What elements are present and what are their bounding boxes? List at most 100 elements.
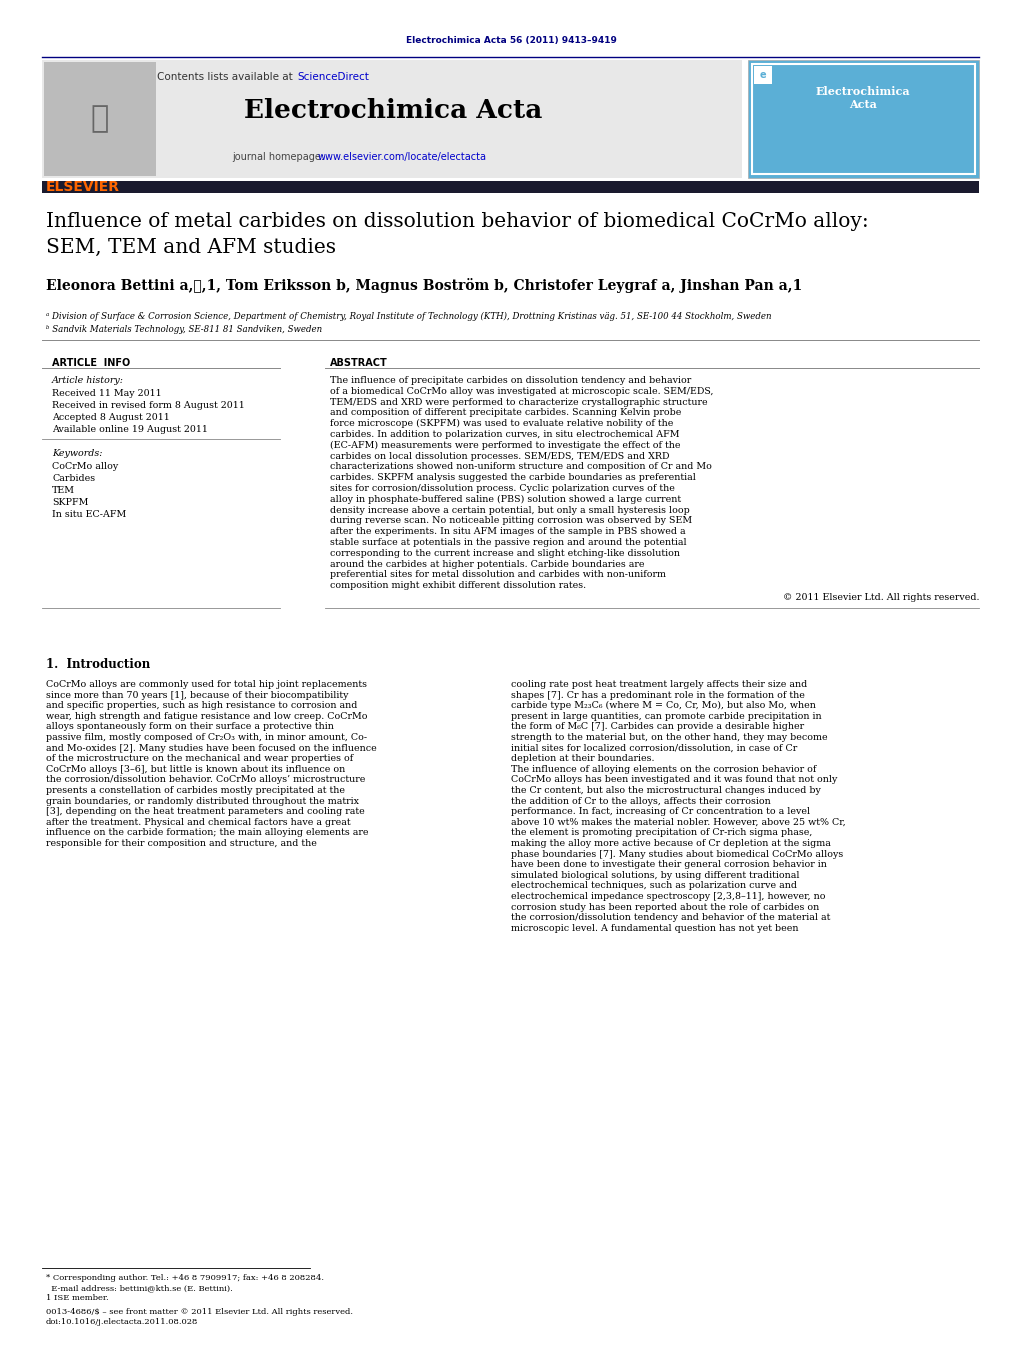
- Text: grain boundaries, or randomly distributed throughout the matrix: grain boundaries, or randomly distribute…: [46, 797, 359, 805]
- Bar: [42, 181, 979, 193]
- Text: carbides. In addition to polarization curves, in situ electrochemical AFM: carbides. In addition to polarization cu…: [330, 430, 680, 439]
- Text: making the alloy more active because of Cr depletion at the sigma: making the alloy more active because of …: [510, 839, 831, 848]
- Text: depletion at their boundaries.: depletion at their boundaries.: [510, 754, 654, 763]
- Text: CoCrMo alloy: CoCrMo alloy: [52, 462, 118, 471]
- Text: present in large quantities, can promote carbide precipitation in: present in large quantities, can promote…: [510, 712, 822, 721]
- Text: The influence of alloying elements on the corrosion behavior of: The influence of alloying elements on th…: [510, 765, 817, 774]
- Text: www.elsevier.com/locate/electacta: www.elsevier.com/locate/electacta: [318, 153, 487, 162]
- Text: Keywords:: Keywords:: [52, 449, 102, 458]
- Text: the corrosion/dissolution behavior. CoCrMo alloys’ microstructure: the corrosion/dissolution behavior. CoCr…: [46, 775, 366, 785]
- Text: electrochemical impedance spectroscopy [2,3,8–11], however, no: electrochemical impedance spectroscopy […: [510, 892, 826, 901]
- Text: CoCrMo alloys are commonly used for total hip joint replacements: CoCrMo alloys are commonly used for tota…: [46, 680, 367, 689]
- Text: carbide type M₂₃C₆ (where M = Co, Cr, Mo), but also Mo, when: carbide type M₂₃C₆ (where M = Co, Cr, Mo…: [510, 701, 816, 711]
- Text: ᵃ Division of Surface & Corrosion Science, Department of Chemistry, Royal Instit: ᵃ Division of Surface & Corrosion Scienc…: [46, 312, 772, 322]
- Bar: [44, 62, 156, 176]
- Text: influence on the carbide formation; the main alloying elements are: influence on the carbide formation; the …: [46, 828, 369, 838]
- Text: Contents lists available at: Contents lists available at: [157, 72, 296, 82]
- Text: and composition of different precipitate carbides. Scanning Kelvin probe: and composition of different precipitate…: [330, 408, 681, 417]
- Text: Received 11 May 2011: Received 11 May 2011: [52, 389, 161, 399]
- Text: ARTICLE  INFO: ARTICLE INFO: [52, 358, 131, 367]
- Text: simulated biological solutions, by using different traditional: simulated biological solutions, by using…: [510, 871, 799, 880]
- Text: corresponding to the current increase and slight etching-like dissolution: corresponding to the current increase an…: [330, 549, 680, 558]
- Bar: [748, 59, 979, 178]
- Text: responsible for their composition and structure, and the: responsible for their composition and st…: [46, 839, 317, 848]
- Text: E-mail address: bettini@kth.se (E. Bettini).: E-mail address: bettini@kth.se (E. Betti…: [46, 1283, 233, 1292]
- Text: of the microstructure on the mechanical and wear properties of: of the microstructure on the mechanical …: [46, 754, 353, 763]
- Text: Article history:: Article history:: [52, 376, 124, 385]
- Text: CoCrMo alloys has been investigated and it was found that not only: CoCrMo alloys has been investigated and …: [510, 775, 837, 785]
- Text: initial sites for localized corrosion/dissolution, in case of Cr: initial sites for localized corrosion/di…: [510, 743, 797, 753]
- Text: wear, high strength and fatigue resistance and low creep. CoCrMo: wear, high strength and fatigue resistan…: [46, 712, 368, 721]
- Text: Eleonora Bettini a,⋆,1, Tom Eriksson b, Magnus Boström b, Christofer Leygraf a, : Eleonora Bettini a,⋆,1, Tom Eriksson b, …: [46, 278, 803, 293]
- Text: (EC-AFM) measurements were performed to investigate the effect of the: (EC-AFM) measurements were performed to …: [330, 440, 681, 450]
- Text: corrosion study has been reported about the role of carbides on: corrosion study has been reported about …: [510, 902, 819, 912]
- Text: presents a constellation of carbides mostly precipitated at the: presents a constellation of carbides mos…: [46, 786, 345, 794]
- Text: the Cr content, but also the microstructural changes induced by: the Cr content, but also the microstruct…: [510, 786, 821, 794]
- Text: Electrochimica
Acta: Electrochimica Acta: [816, 85, 911, 111]
- Text: performance. In fact, increasing of Cr concentration to a level: performance. In fact, increasing of Cr c…: [510, 807, 810, 816]
- Text: and specific properties, such as high resistance to corrosion and: and specific properties, such as high re…: [46, 701, 357, 711]
- Text: Accepted 8 August 2011: Accepted 8 August 2011: [52, 413, 169, 422]
- Bar: [752, 63, 975, 174]
- Text: Influence of metal carbides on dissolution behavior of biomedical CoCrMo alloy:: Influence of metal carbides on dissoluti…: [46, 212, 869, 231]
- Text: SEM, TEM and AFM studies: SEM, TEM and AFM studies: [46, 238, 336, 257]
- Text: ELSEVIER: ELSEVIER: [46, 180, 120, 195]
- Text: Carbides: Carbides: [52, 474, 95, 484]
- Text: 1.  Introduction: 1. Introduction: [46, 658, 150, 671]
- Text: the element is promoting precipitation of Cr-rich sigma phase,: the element is promoting precipitation o…: [510, 828, 813, 838]
- Text: carbides on local dissolution processes. SEM/EDS, TEM/EDS and XRD: carbides on local dissolution processes.…: [330, 451, 670, 461]
- Text: characterizations showed non-uniform structure and composition of Cr and Mo: characterizations showed non-uniform str…: [330, 462, 712, 471]
- Text: microscopic level. A fundamental question has not yet been: microscopic level. A fundamental questio…: [510, 924, 798, 932]
- Text: TEM/EDS and XRD were performed to characterize crystallographic structure: TEM/EDS and XRD were performed to charac…: [330, 397, 708, 407]
- Text: the addition of Cr to the alloys, affects their corrosion: the addition of Cr to the alloys, affect…: [510, 797, 771, 805]
- Text: the corrosion/dissolution tendency and behavior of the material at: the corrosion/dissolution tendency and b…: [510, 913, 830, 923]
- Text: ᵇ Sandvik Materials Technology, SE-811 81 Sandviken, Sweden: ᵇ Sandvik Materials Technology, SE-811 8…: [46, 326, 322, 334]
- Text: * Corresponding author. Tel.: +46 8 7909917; fax: +46 8 208284.: * Corresponding author. Tel.: +46 8 7909…: [46, 1274, 324, 1282]
- Text: during reverse scan. No noticeable pitting corrosion was observed by SEM: during reverse scan. No noticeable pitti…: [330, 516, 692, 526]
- Text: The influence of precipitate carbides on dissolution tendency and behavior: The influence of precipitate carbides on…: [330, 376, 691, 385]
- Text: 1 ISE member.: 1 ISE member.: [46, 1294, 108, 1302]
- Text: shapes [7]. Cr has a predominant role in the formation of the: shapes [7]. Cr has a predominant role in…: [510, 690, 805, 700]
- Text: phase boundaries [7]. Many studies about biomedical CoCrMo alloys: phase boundaries [7]. Many studies about…: [510, 850, 843, 859]
- Text: density increase above a certain potential, but only a small hysteresis loop: density increase above a certain potenti…: [330, 505, 690, 515]
- Text: doi:10.1016/j.electacta.2011.08.028: doi:10.1016/j.electacta.2011.08.028: [46, 1319, 198, 1325]
- Text: stable surface at potentials in the passive region and around the potential: stable surface at potentials in the pass…: [330, 538, 687, 547]
- Text: and Mo-oxides [2]. Many studies have been focused on the influence: and Mo-oxides [2]. Many studies have bee…: [46, 743, 377, 753]
- Text: alloys spontaneously form on their surface a protective thin: alloys spontaneously form on their surfa…: [46, 723, 334, 731]
- Bar: [42, 59, 742, 178]
- Text: sites for corrosion/dissolution process. Cyclic polarization curves of the: sites for corrosion/dissolution process.…: [330, 484, 675, 493]
- Text: Electrochimica Acta: Electrochimica Acta: [244, 99, 542, 123]
- Text: electrochemical techniques, such as polarization curve and: electrochemical techniques, such as pola…: [510, 881, 797, 890]
- Text: Electrochimica Acta 56 (2011) 9413–9419: Electrochimica Acta 56 (2011) 9413–9419: [405, 36, 617, 45]
- Text: preferential sites for metal dissolution and carbides with non-uniform: preferential sites for metal dissolution…: [330, 570, 666, 580]
- Text: ABSTRACT: ABSTRACT: [330, 358, 388, 367]
- Text: ScienceDirect: ScienceDirect: [297, 72, 369, 82]
- Text: In situ EC-AFM: In situ EC-AFM: [52, 509, 127, 519]
- Text: TEM: TEM: [52, 486, 75, 494]
- Text: the form of M₆C [7]. Carbides can provide a desirable higher: the form of M₆C [7]. Carbides can provid…: [510, 723, 805, 731]
- Text: above 10 wt% makes the material nobler. However, above 25 wt% Cr,: above 10 wt% makes the material nobler. …: [510, 817, 845, 827]
- Text: since more than 70 years [1], because of their biocompatibility: since more than 70 years [1], because of…: [46, 690, 348, 700]
- Text: © 2011 Elsevier Ltd. All rights reserved.: © 2011 Elsevier Ltd. All rights reserved…: [782, 593, 979, 603]
- Text: journal homepage:: journal homepage:: [232, 153, 328, 162]
- Text: Received in revised form 8 August 2011: Received in revised form 8 August 2011: [52, 401, 245, 409]
- Text: CoCrMo alloys [3–6], but little is known about its influence on: CoCrMo alloys [3–6], but little is known…: [46, 765, 345, 774]
- Bar: [753, 66, 772, 84]
- Text: carbides. SKPFM analysis suggested the carbide boundaries as preferential: carbides. SKPFM analysis suggested the c…: [330, 473, 696, 482]
- Text: after the treatment. Physical and chemical factors have a great: after the treatment. Physical and chemic…: [46, 817, 350, 827]
- Text: Available online 19 August 2011: Available online 19 August 2011: [52, 426, 208, 434]
- Text: cooling rate post heat treatment largely affects their size and: cooling rate post heat treatment largely…: [510, 680, 808, 689]
- Text: force microscope (SKPFM) was used to evaluate relative nobility of the: force microscope (SKPFM) was used to eva…: [330, 419, 674, 428]
- Text: passive film, mostly composed of Cr₂O₃ with, in minor amount, Co-: passive film, mostly composed of Cr₂O₃ w…: [46, 734, 368, 742]
- Text: around the carbides at higher potentials. Carbide boundaries are: around the carbides at higher potentials…: [330, 559, 644, 569]
- Text: composition might exhibit different dissolution rates.: composition might exhibit different diss…: [330, 581, 586, 590]
- Text: of a biomedical CoCrMo alloy was investigated at microscopic scale. SEM/EDS,: of a biomedical CoCrMo alloy was investi…: [330, 386, 714, 396]
- Text: have been done to investigate their general corrosion behavior in: have been done to investigate their gene…: [510, 861, 827, 869]
- Text: [3], depending on the heat treatment parameters and cooling rate: [3], depending on the heat treatment par…: [46, 807, 364, 816]
- Text: 0013-4686/$ – see front matter © 2011 Elsevier Ltd. All rights reserved.: 0013-4686/$ – see front matter © 2011 El…: [46, 1308, 353, 1316]
- Text: after the experiments. In situ AFM images of the sample in PBS showed a: after the experiments. In situ AFM image…: [330, 527, 686, 536]
- Text: SKPFM: SKPFM: [52, 499, 89, 507]
- Text: e: e: [760, 70, 767, 80]
- Text: 🌳: 🌳: [91, 104, 109, 134]
- Text: strength to the material but, on the other hand, they may become: strength to the material but, on the oth…: [510, 734, 828, 742]
